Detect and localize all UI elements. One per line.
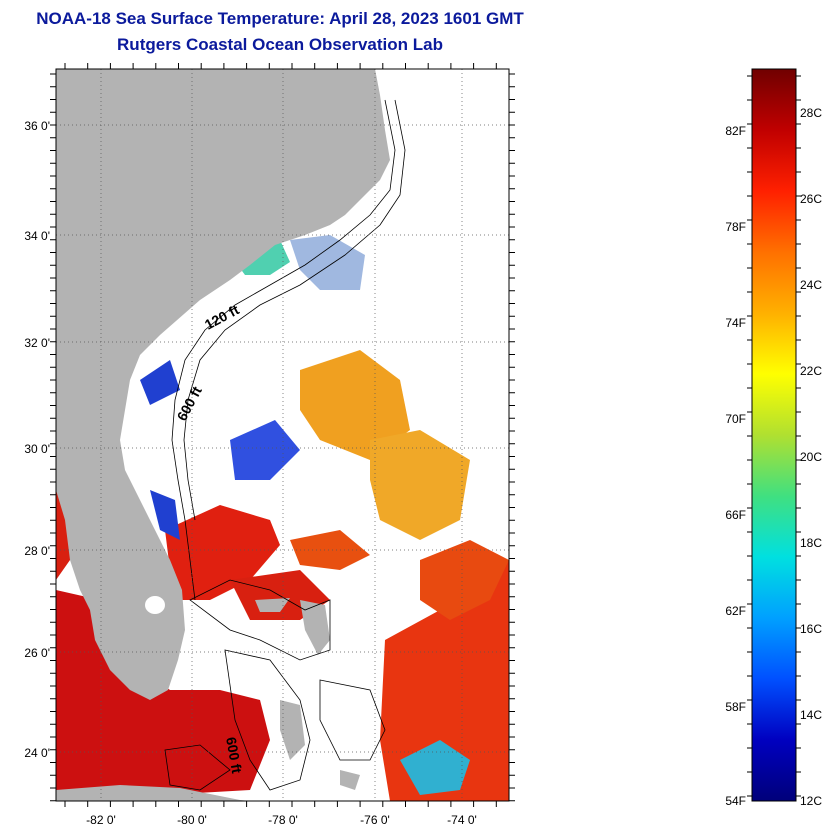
cb-c-label-28: 28C (800, 106, 822, 120)
cb-c-label-12: 12C (800, 794, 822, 808)
lon-label-76: -76 0' (360, 813, 390, 827)
cb-c-label-20: 20C (800, 450, 822, 464)
cb-c-label-16: 16C (800, 622, 822, 636)
colorbar-c-labels: 28C 26C 24C 22C 20C 18C 16C 14C 12C (800, 106, 822, 808)
colorbar-f-labels: 82F 78F 74F 70F 66F 62F 58F 54F (725, 124, 746, 808)
cb-f-label-74: 74F (725, 316, 746, 330)
land-mass (56, 69, 390, 700)
cb-f-label-58: 58F (725, 700, 746, 714)
lat-label-28: 28 0' (24, 544, 50, 558)
lat-label-24: 24 0' (24, 746, 50, 760)
cb-c-label-24: 24C (800, 278, 822, 292)
bahamas-islands (255, 598, 360, 790)
colorbar-ticks (747, 75, 801, 797)
isobath-label-600ft-south: 600 ft (223, 736, 245, 775)
lat-label-32: 32 0' (24, 336, 50, 350)
lat-label-36: 36 0' (24, 119, 50, 133)
map-title: NOAA-18 Sea Surface Temperature: April 2… (36, 9, 524, 28)
isobath-contours (164, 99, 406, 791)
cuba-land (56, 785, 250, 801)
cb-c-label-18: 18C (800, 536, 822, 550)
cb-f-label-82: 82F (725, 124, 746, 138)
lat-label-26: 26 0' (24, 646, 50, 660)
map-frame (55, 68, 510, 802)
colorbar (751, 68, 797, 802)
lat-label-30: 30 0' (24, 442, 50, 456)
lake-okeechobee (145, 596, 165, 614)
lat-axis-labels: 36 0' 34 0' 32 0' 30 0' 28 0' 26 0' 24 0… (24, 119, 50, 760)
cb-c-label-26: 26C (800, 192, 822, 206)
cb-f-label-62: 62F (725, 604, 746, 618)
cb-f-label-70: 70F (725, 412, 746, 426)
lon-label-74: -74 0' (447, 813, 477, 827)
axis-ticks (50, 63, 515, 807)
lon-axis-labels: -82 0' -80 0' -78 0' -76 0' -74 0' (86, 813, 477, 827)
lon-label-78: -78 0' (268, 813, 298, 827)
lon-label-82: -82 0' (86, 813, 116, 827)
lat-label-34: 34 0' (24, 229, 50, 243)
cb-c-label-14: 14C (800, 708, 822, 722)
map-subtitle: Rutgers Coastal Ocean Observation Lab (117, 35, 443, 54)
lon-label-80: -80 0' (177, 813, 207, 827)
cb-c-label-22: 22C (800, 364, 822, 378)
cb-f-label-78: 78F (725, 220, 746, 234)
cb-f-label-66: 66F (725, 508, 746, 522)
sst-patches (56, 235, 509, 801)
cb-f-label-54: 54F (725, 794, 746, 808)
map-area: 120 ft 600 ft 600 ft (56, 69, 509, 801)
